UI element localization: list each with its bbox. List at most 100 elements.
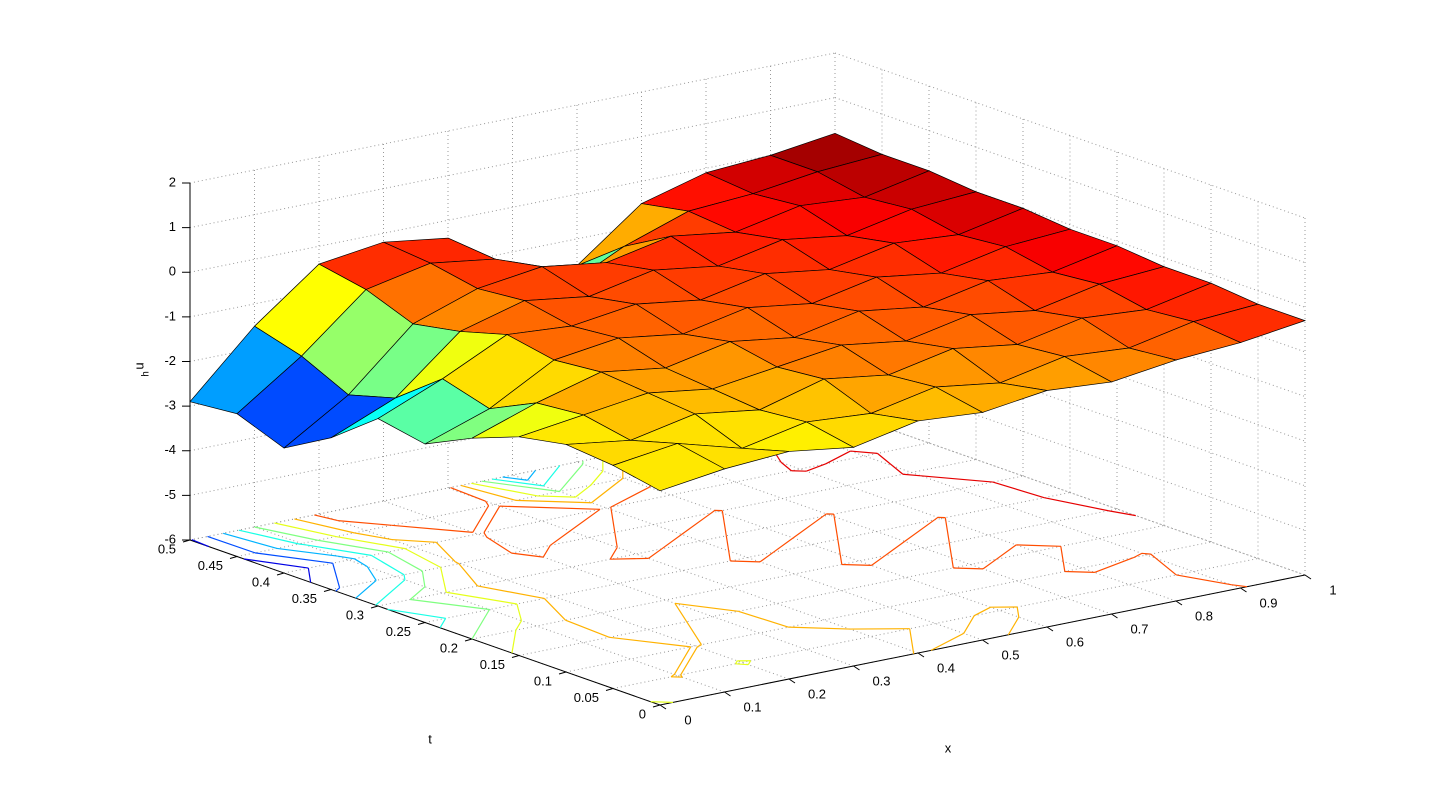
- z-axis-label: u: [131, 362, 146, 369]
- x-tick-mark: [917, 652, 925, 658]
- contour-segment: [515, 620, 522, 631]
- x-axis-line: [659, 574, 1306, 706]
- x-tick-mark: [853, 665, 860, 671]
- contour-segment: [747, 660, 752, 666]
- contour-segment: [485, 500, 490, 507]
- z-tick-label: 0: [169, 264, 176, 279]
- y-tick-mark: [417, 622, 426, 625]
- y-tick-mark: [558, 671, 567, 675]
- contour-segment: [590, 470, 604, 486]
- contour-segment: [243, 558, 309, 569]
- contour-segment: [1016, 544, 1061, 547]
- contour-segment: [559, 463, 584, 492]
- contour-segment: [276, 547, 338, 557]
- contour-segment: [307, 567, 312, 583]
- contour-segment: [788, 626, 850, 630]
- x-tick-label: 0: [684, 712, 691, 727]
- contour-segment: [614, 532, 618, 548]
- contour-segment: [537, 495, 576, 498]
- y-tick-mark: [370, 605, 379, 609]
- contour-segment: [1016, 606, 1020, 618]
- contour-segment: [421, 570, 426, 587]
- y-tick-mark: [605, 688, 614, 691]
- contour-segment: [780, 461, 792, 472]
- grid-line: [518, 525, 1165, 656]
- x-tick-label: 0.8: [1195, 608, 1213, 623]
- contour-segment: [674, 602, 739, 612]
- contour-segment: [1141, 552, 1151, 555]
- y-tick-label: 0.25: [386, 624, 411, 639]
- contour-segment: [355, 579, 377, 599]
- contour-segment: [945, 520, 950, 543]
- contour-segment: [735, 660, 738, 665]
- t-axis-label: t: [428, 731, 432, 746]
- contour-segment: [650, 701, 673, 703]
- contour-segment: [711, 509, 716, 514]
- contour-segment: [1007, 616, 1020, 636]
- contour-segment: [591, 478, 623, 504]
- contour-segment: [722, 513, 727, 536]
- contour-segment: [992, 481, 1045, 499]
- contour-segment: [673, 646, 692, 675]
- contour-segment: [391, 524, 473, 533]
- contour-segment: [515, 499, 592, 504]
- x-tick-label: 0.2: [808, 686, 826, 701]
- x-tick-mark: [1240, 587, 1247, 593]
- z-tick-label: -3: [164, 398, 176, 413]
- contour-segment: [725, 535, 730, 551]
- contour-segment: [375, 579, 406, 606]
- contour-segment: [458, 563, 478, 587]
- contour-segment: [254, 552, 333, 564]
- y-tick-label: 0.35: [292, 591, 317, 606]
- contour-segment: [610, 557, 649, 560]
- contour-segment: [314, 514, 338, 522]
- x-tick-label: 0.3: [872, 673, 890, 688]
- contour-segment: [610, 486, 650, 508]
- y-tick-label: 0.45: [198, 558, 223, 573]
- contour-segment: [730, 560, 761, 563]
- contour-segment: [982, 558, 997, 570]
- contour-segment: [920, 475, 993, 483]
- y-tick-label: 0.05: [574, 690, 599, 705]
- contour-segment: [337, 555, 355, 560]
- contour-segment: [305, 544, 372, 556]
- contour-segment: [477, 585, 545, 600]
- contour-segment: [806, 463, 827, 472]
- contour-segment: [772, 537, 794, 553]
- x-tick-label: 0.9: [1259, 595, 1277, 610]
- z-tick-label: 1: [169, 219, 176, 234]
- contour-segment: [953, 567, 984, 570]
- contour-segment: [354, 532, 392, 541]
- contour-segment: [963, 615, 975, 634]
- grid-line: [377, 475, 1024, 607]
- contour-segment: [1044, 497, 1109, 512]
- grid-line: [189, 141, 836, 273]
- contour-segment: [877, 452, 894, 467]
- contour-segment: [207, 535, 256, 554]
- contour-segment: [387, 551, 423, 572]
- contour-segment: [1064, 570, 1095, 573]
- y-tick-label: 0.1: [534, 673, 552, 688]
- contour-segment: [450, 486, 486, 502]
- contour-segment: [511, 630, 517, 654]
- grid-line: [471, 508, 1118, 640]
- contour-segment: [543, 465, 561, 487]
- contour-segment: [1155, 557, 1177, 576]
- contour-segment: [728, 550, 731, 562]
- contour-segment: [472, 505, 490, 533]
- contour-segment: [294, 518, 355, 534]
- contour-segment: [223, 532, 278, 550]
- contour-segment: [1062, 561, 1066, 572]
- z-axis-label-group: u h: [131, 362, 151, 376]
- x-tick-mark: [788, 678, 796, 684]
- z-tick-label: -6: [164, 531, 176, 546]
- x-tick-mark: [659, 704, 667, 710]
- y-tick-mark: [652, 704, 661, 708]
- x-tick-label: 0.1: [743, 699, 761, 714]
- y-tick-label: 0.15: [480, 657, 505, 672]
- x-tick-mark: [1304, 574, 1312, 580]
- contour-segment: [435, 541, 456, 563]
- contour-segment: [499, 505, 601, 510]
- contour-segment: [354, 558, 368, 568]
- contour-segment: [391, 538, 437, 543]
